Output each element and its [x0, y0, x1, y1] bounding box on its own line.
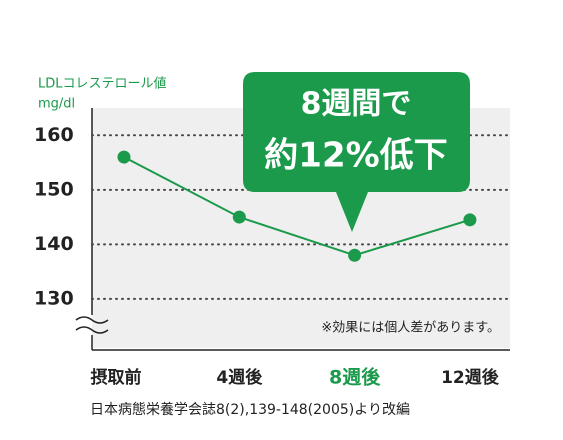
y-tick-label: 150: [34, 178, 74, 200]
note: ※効果には個人差があります。: [321, 321, 500, 336]
callout-text: 約12%低下: [264, 136, 447, 176]
axis-break: [75, 316, 109, 334]
y-tick-label: 140: [34, 233, 74, 255]
x-tick-label: 摂取前: [91, 367, 142, 388]
callout-text: 8週間で: [301, 87, 412, 122]
x-tick-label: 12週後: [441, 367, 500, 388]
point: [117, 150, 131, 164]
x-tick-label: 8週後: [329, 366, 381, 389]
point: [232, 210, 246, 224]
callout: [243, 72, 470, 232]
line: [123, 156, 471, 257]
point: [463, 213, 477, 227]
y-tick-label: 160: [34, 124, 74, 146]
x-tick-label: 4週後: [216, 367, 263, 388]
y-tick-label: 130: [34, 287, 74, 309]
y-axis-label: LDLコレステロール値: [38, 76, 167, 92]
source: 日本病態栄養学会誌8(2),139-148(2005)より改編: [90, 401, 410, 418]
point: [348, 248, 362, 262]
y-axis-unit: mg/dl: [38, 97, 75, 112]
